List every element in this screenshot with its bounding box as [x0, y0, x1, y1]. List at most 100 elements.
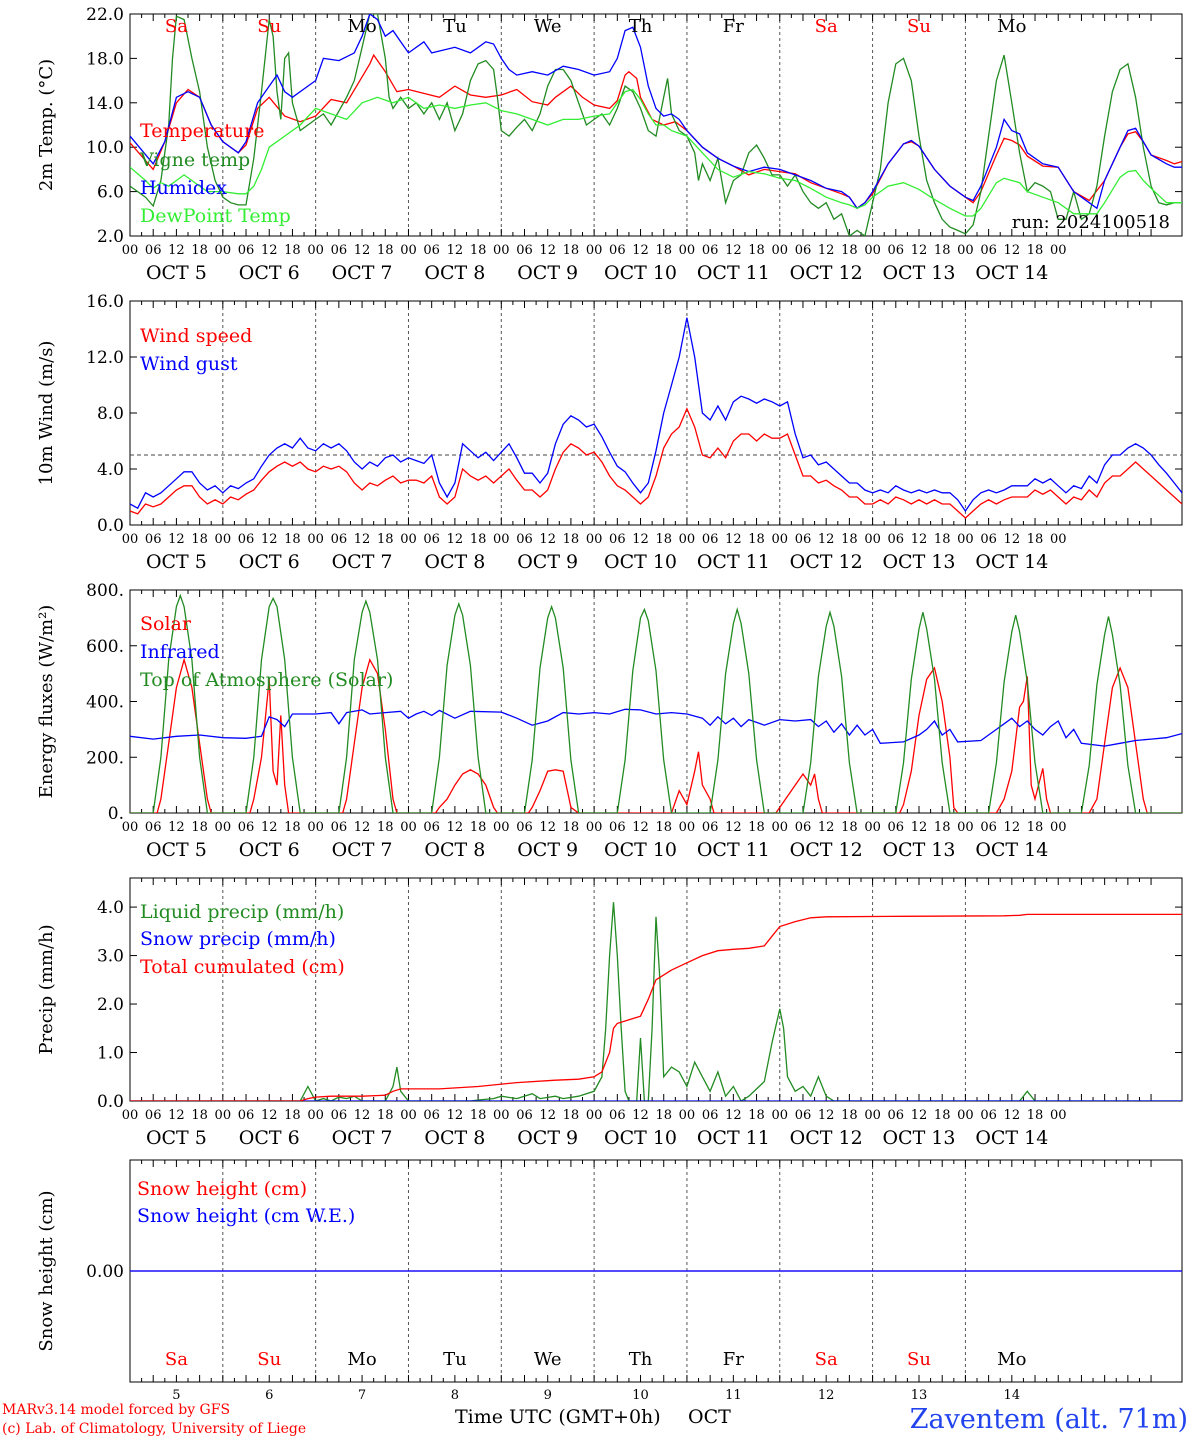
hour-tick-label: 18 [470, 1108, 487, 1123]
hour-tick-label: 06 [980, 820, 997, 835]
legend-entry: Snow precip (mm/h) [140, 928, 336, 950]
hour-tick-label: 12 [632, 532, 649, 547]
date-label: OCT 14 [975, 839, 1048, 861]
date-label: OCT 13 [882, 1127, 955, 1149]
hour-tick-label: 00 [679, 1108, 696, 1123]
date-label: OCT 13 [882, 839, 955, 861]
hour-tick-label: 18 [655, 243, 672, 258]
day-number-label: 6 [265, 1388, 273, 1403]
date-label: OCT 5 [146, 1127, 207, 1149]
hour-tick-label: 12 [354, 243, 371, 258]
y-tick-label: 14.0 [86, 94, 124, 114]
hour-tick-label: 12 [1004, 532, 1021, 547]
date-label: OCT 9 [517, 1127, 578, 1149]
hour-tick-label: 06 [145, 532, 162, 547]
hour-tick-label: 18 [934, 243, 951, 258]
hour-tick-label: 18 [470, 820, 487, 835]
plot-frame-temp [129, 13, 1183, 237]
legend-entry: Vigne temp [139, 149, 250, 171]
hour-tick-label: 06 [609, 532, 626, 547]
date-label: OCT 8 [424, 551, 485, 573]
hour-tick-label: 06 [238, 532, 255, 547]
hour-tick-label: 06 [888, 243, 905, 258]
date-label: OCT 7 [332, 262, 393, 284]
hour-tick-label: 06 [331, 243, 348, 258]
plot-frame-wind [129, 300, 1183, 526]
hour-tick-label: 18 [1027, 1108, 1044, 1123]
hour-tick-label: 12 [911, 1108, 928, 1123]
hour-tick-label: 12 [911, 820, 928, 835]
hour-tick-label: 06 [702, 243, 719, 258]
hour-tick-label: 00 [122, 532, 139, 547]
legend-entry: Snow height (cm) [137, 1178, 307, 1200]
y-tick-label: 200. [86, 748, 124, 768]
hour-tick-label: 12 [447, 1108, 464, 1123]
hour-tick-label: 00 [122, 820, 139, 835]
date-label: OCT 12 [790, 262, 863, 284]
hour-tick-label: 18 [934, 1108, 951, 1123]
hour-tick-label: 18 [284, 532, 301, 547]
hour-tick-label: 12 [261, 243, 278, 258]
date-label: OCT 11 [697, 839, 770, 861]
hour-tick-label: 06 [331, 820, 348, 835]
hour-tick-label: 18 [191, 243, 208, 258]
hour-tick-label: 00 [215, 243, 232, 258]
hour-tick-label: 12 [725, 532, 742, 547]
y-axis-title: Energy fluxes (W/m²) [36, 605, 57, 799]
hour-tick-label: 06 [238, 243, 255, 258]
hour-tick-label: 06 [702, 532, 719, 547]
hour-tick-label: 06 [145, 243, 162, 258]
weekday-label: Sa [165, 16, 188, 37]
hour-tick-label: 00 [493, 243, 510, 258]
hour-tick-label: 18 [191, 820, 208, 835]
hour-tick-label: 12 [354, 532, 371, 547]
hour-tick-label: 18 [377, 1108, 394, 1123]
y-tick-label: 0.0 [97, 516, 124, 536]
hour-tick-label: 00 [864, 532, 881, 547]
weekday-label: Fr [723, 1349, 744, 1370]
hour-tick-label: 00 [957, 243, 974, 258]
date-label: OCT 10 [604, 839, 677, 861]
y-tick-label: 16.0 [86, 292, 124, 312]
panel-precip: 0.0 1.0 2.0 3.0 4.0 Precip (mm/h) Liquid preci… [36, 877, 1183, 1149]
lab-credit: (c) Lab. of Climatology, University of L… [2, 1421, 306, 1437]
weekday-label: We [534, 16, 562, 37]
hour-tick-label: 00 [679, 532, 696, 547]
hour-tick-label: 06 [609, 1108, 626, 1123]
weekday-label: Su [907, 16, 931, 37]
hour-tick-label: 00 [1050, 1108, 1067, 1123]
hour-tick-label: 06 [888, 1108, 905, 1123]
date-label: OCT 14 [975, 551, 1048, 573]
hour-tick-label: 12 [725, 1108, 742, 1123]
hour-tick-label: 06 [980, 1108, 997, 1123]
hour-tick-label: 12 [911, 243, 928, 258]
hour-tick-label: 00 [122, 243, 139, 258]
hour-tick-label: 06 [888, 820, 905, 835]
hour-tick-label: 12 [1004, 820, 1021, 835]
hour-tick-label: 18 [655, 1108, 672, 1123]
hour-tick-label: 18 [1027, 820, 1044, 835]
date-label: OCT 14 [975, 1127, 1048, 1149]
hour-tick-label: 00 [400, 1108, 417, 1123]
hour-tick-label: 12 [539, 532, 556, 547]
hour-tick-label: 12 [725, 243, 742, 258]
hour-tick-label: 06 [516, 532, 533, 547]
hour-tick-label: 18 [470, 243, 487, 258]
date-label: OCT 9 [517, 839, 578, 861]
date-label: OCT 10 [604, 262, 677, 284]
day-number-label: 14 [1004, 1388, 1021, 1403]
panel-energy: 0. 200. 400. 600. 800. Energy fluxes (W/m²) So… [36, 581, 1183, 861]
hour-tick-label: 18 [748, 243, 765, 258]
y-tick-label: 1.0 [97, 1044, 124, 1064]
y-tick-label: 400. [86, 693, 124, 713]
hour-tick-label: 00 [493, 820, 510, 835]
series-line [130, 593, 1182, 813]
y-tick-label: 3.0 [97, 947, 124, 967]
hour-tick-label: 00 [1050, 243, 1067, 258]
hour-tick-label: 12 [911, 532, 928, 547]
hour-tick-label: 00 [307, 243, 324, 258]
weekday-label: Tu [443, 16, 467, 37]
date-label: OCT 6 [239, 262, 300, 284]
hour-tick-label: 18 [841, 820, 858, 835]
